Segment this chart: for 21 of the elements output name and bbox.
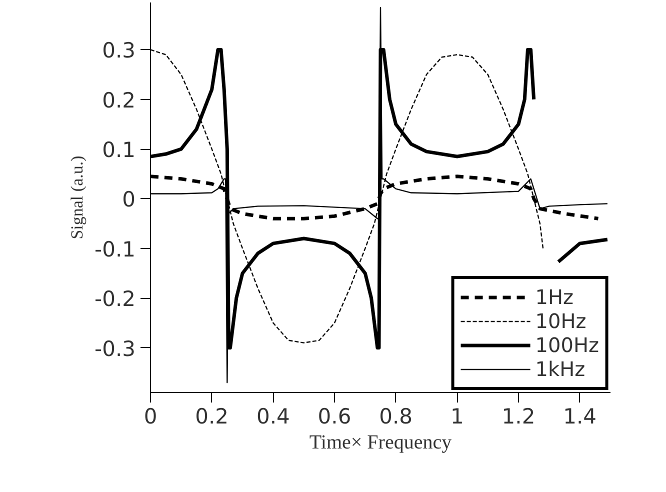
x-tick-label: 0.2: [195, 404, 229, 428]
y-tick-label: 0: [122, 188, 136, 212]
x-tick-label: 0.8: [379, 404, 413, 428]
x-tick-label: 1.2: [502, 404, 536, 428]
y-tick-label: 0.2: [102, 88, 136, 112]
y-axis-title: Signal (a.u.): [68, 156, 87, 240]
x-tick-label: 1: [450, 404, 464, 428]
legend-label: 100Hz: [535, 333, 599, 357]
y-tick-label: 0.1: [102, 138, 136, 162]
x-tick-label: 0: [144, 404, 158, 428]
legend-label: 1kHz: [535, 357, 586, 381]
y-tick-label: -0.2: [94, 287, 136, 312]
x-tick-label: 0.4: [256, 404, 290, 428]
y-tick-label: -0.3: [94, 336, 136, 361]
legend-label: 1Hz: [535, 285, 574, 309]
x-axis-title: Time× Frequency: [309, 432, 452, 454]
x-tick-label: 1.4: [563, 404, 597, 428]
y-tick-label: -0.1: [94, 237, 136, 262]
x-tick-label: 0.6: [318, 404, 352, 428]
legend-label: 10Hz: [535, 309, 586, 333]
y-tick-label: 0.3: [102, 38, 136, 63]
